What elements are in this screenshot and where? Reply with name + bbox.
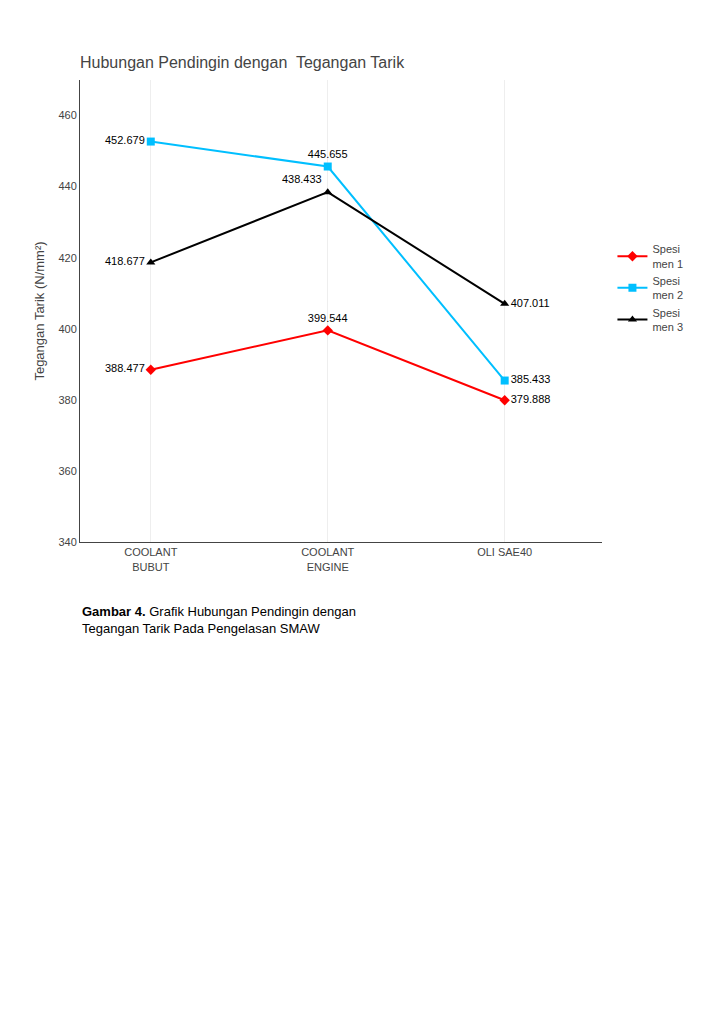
svg-text:460: 460: [58, 109, 76, 121]
svg-text:379.888: 379.888: [511, 393, 551, 405]
svg-text:388.477: 388.477: [105, 362, 145, 374]
svg-text:360: 360: [58, 465, 76, 477]
svg-text:445.655: 445.655: [308, 148, 348, 160]
svg-text:438.433: 438.433: [282, 173, 322, 185]
svg-text:400: 400: [58, 323, 76, 335]
svg-text:Spesimen 1: Spesimen 1: [652, 243, 683, 269]
svg-text:COOLANTENGINE: COOLANTENGINE: [301, 546, 354, 572]
svg-text:380: 380: [58, 394, 76, 406]
svg-text:399.544: 399.544: [308, 312, 348, 324]
svg-text:Hubungan Pendingin dengan Teg: Hubungan Pendingin dengan Tegangan Tarik: [80, 54, 405, 71]
svg-text:340: 340: [58, 536, 76, 548]
svg-text:385.433: 385.433: [511, 373, 551, 385]
svg-text:407.011: 407.011: [511, 297, 550, 309]
svg-text:Spesimen 2: Spesimen 2: [652, 275, 683, 301]
svg-text:OLI SAE40: OLI SAE40: [477, 546, 532, 558]
svg-text:418.677: 418.677: [105, 255, 145, 267]
svg-text:Tegangan Tarik (N/mm²): Tegangan Tarik (N/mm²): [32, 241, 47, 380]
svg-text:Spesimen 3: Spesimen 3: [652, 307, 683, 333]
svg-text:Gambar 4. Grafik Hubungan Pend: Gambar 4. Grafik Hubungan Pendingin deng…: [82, 604, 356, 636]
svg-text:440: 440: [58, 180, 76, 192]
svg-text:COOLANTBUBUT: COOLANTBUBUT: [124, 546, 177, 572]
svg-text:420: 420: [58, 252, 76, 264]
svg-text:452.679: 452.679: [105, 134, 145, 146]
